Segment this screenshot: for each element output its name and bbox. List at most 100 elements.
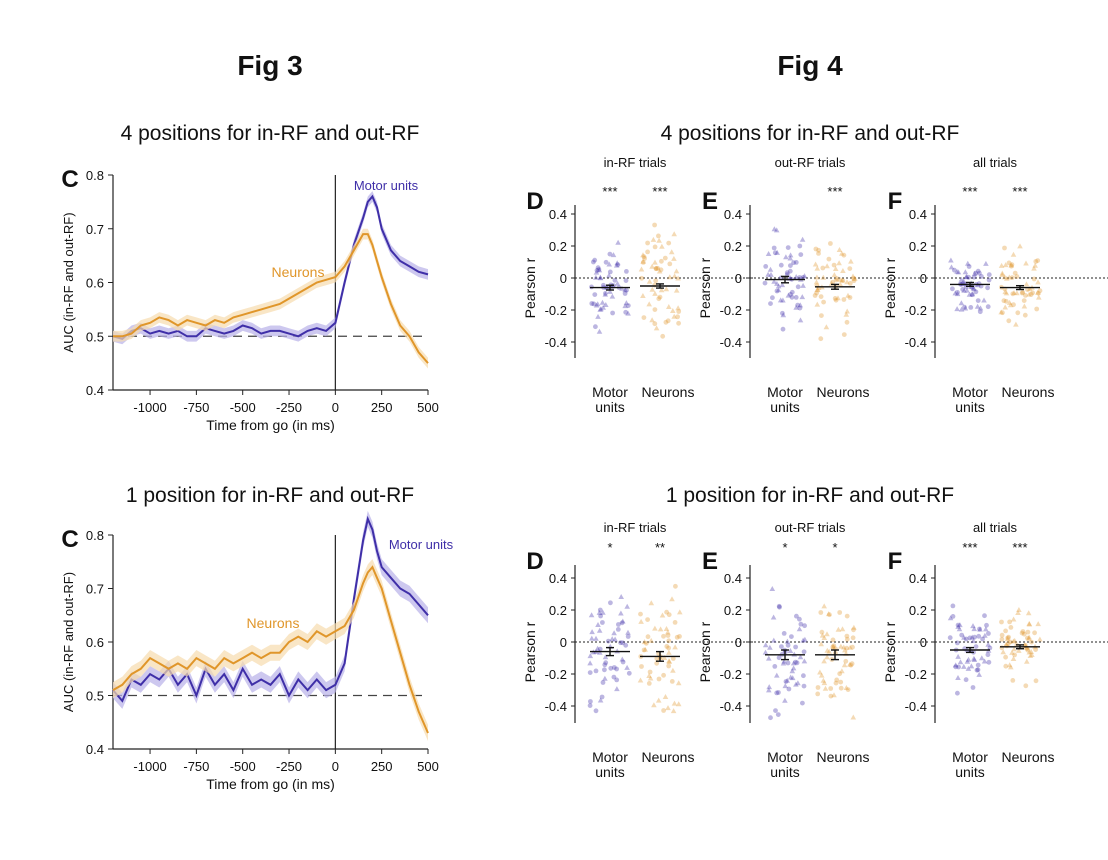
data-point [624,603,630,609]
data-point [1037,288,1043,294]
data-point [813,246,819,252]
data-point [622,287,628,293]
data-point [833,680,839,686]
panel-label: D [526,548,543,575]
data-point [1016,607,1022,612]
data-point [824,654,830,660]
category-label-neurons: Neurons [817,749,870,765]
data-point [962,304,967,310]
data-point [780,310,785,316]
y-tick-label: 0 [735,635,742,650]
panel-label: C [61,526,78,553]
data-point [850,644,855,650]
data-point [1007,302,1014,308]
data-point [1034,306,1040,312]
data-point [983,626,989,632]
data-point [1021,298,1027,303]
data-point [650,236,657,242]
data-point [796,626,803,632]
data-point [611,665,617,670]
data-point [1027,286,1033,292]
data-point [1008,262,1015,268]
data-point [599,694,605,700]
data-point [960,278,967,284]
data-point [597,697,604,703]
y-tick-label: -0.2 [545,303,567,318]
data-point [666,645,671,651]
data-point [775,287,782,293]
data-point [831,272,838,278]
data-point [608,600,613,606]
x-tick-label: 250 [371,759,393,774]
data-point [795,680,801,686]
data-point [1008,625,1014,630]
data-point [665,629,671,635]
data-point [613,262,620,268]
data-point [768,271,774,277]
data-point [791,260,796,266]
data-point [1011,637,1018,643]
data-point [820,677,827,683]
data-point [784,638,791,644]
category-label-neurons: Neurons [817,384,870,400]
data-point [958,306,965,312]
data-point [819,632,826,638]
data-point [950,614,956,619]
data-point [656,268,663,274]
data-point [798,252,804,257]
x-tick-label: -250 [276,759,302,774]
data-point [845,292,851,298]
data-point [965,260,971,266]
category-label-neurons: Neurons [642,749,695,765]
data-point [843,311,850,317]
data-point [835,626,842,632]
data-point [960,287,966,292]
data-point [1009,263,1014,269]
data-point [641,315,647,320]
data-point [969,634,975,640]
data-point [816,247,821,253]
data-point [849,661,855,667]
data-point [1026,621,1033,627]
data-point [1028,292,1034,297]
data-point [1033,647,1038,652]
data-point [851,278,857,284]
data-point [1002,289,1008,295]
row-title-left-top: 4 positions for in-RF and out-RF [120,122,420,145]
figure-title-right: Fig 4 [777,50,843,81]
data-point [674,634,680,640]
data-point [802,636,808,642]
data-point [1002,304,1008,310]
data-point [1012,270,1018,276]
data-point [677,609,683,615]
category-label-motor: Motor [952,749,988,765]
data-point [645,240,650,246]
data-point [985,652,991,658]
data-point [603,291,608,296]
data-point [955,623,961,629]
data-point [770,295,775,301]
data-point [847,661,853,667]
data-point [592,292,598,297]
data-point [981,658,988,664]
data-point [773,708,778,713]
scatter-panel-f-4pos: all trials F -0.4 -0.2 0 0.2 0.4 Pearson r *** **… [882,155,1108,415]
data-point [620,618,626,624]
data-point [641,254,647,260]
data-point [638,618,644,624]
data-point [588,699,593,704]
data-point [653,266,659,272]
data-point [977,305,984,311]
data-point [999,632,1005,638]
data-point [778,262,784,268]
data-point [1003,641,1009,647]
data-point [1021,631,1027,637]
y-axis-label: AUC (in-RF and out-RF) [61,212,76,352]
data-point [832,266,839,271]
data-point [1004,275,1010,281]
data-point [1013,321,1019,327]
data-point [790,660,797,666]
data-point [821,635,828,640]
data-point [652,244,658,250]
